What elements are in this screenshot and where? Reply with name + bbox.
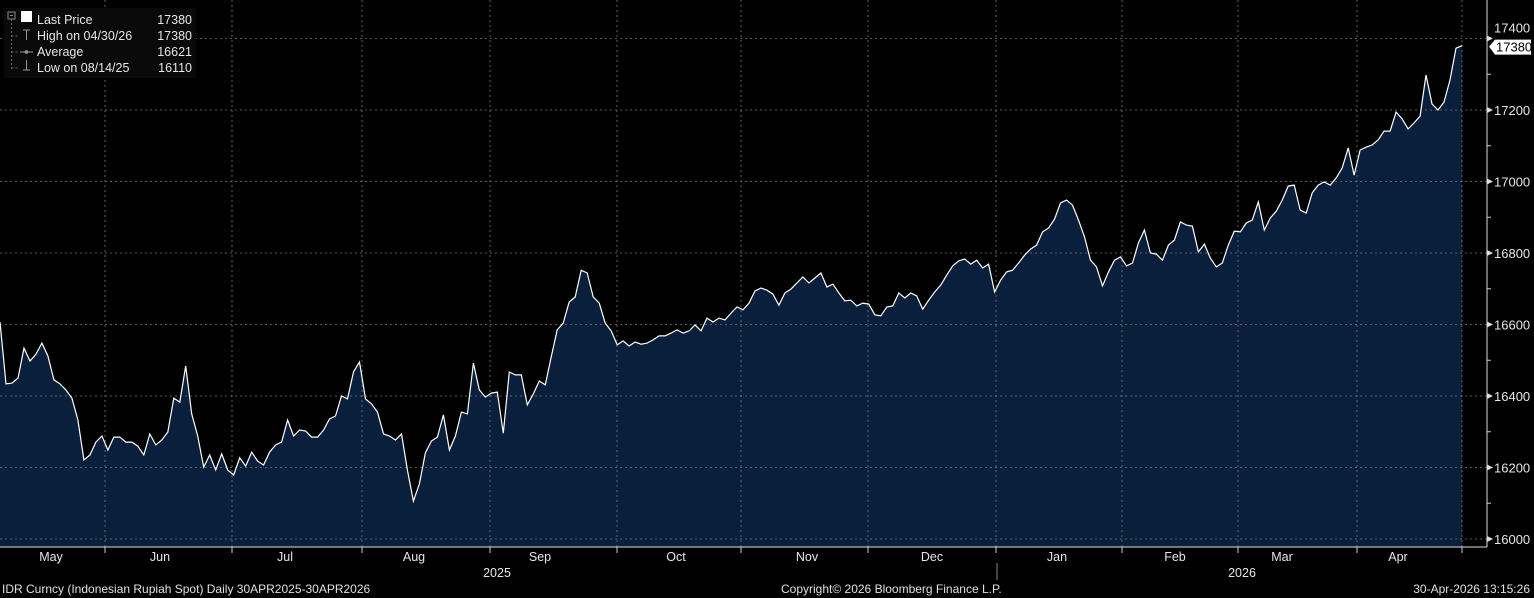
footer-timestamp: 30-Apr-2026 13:15:26 [1413,582,1530,596]
y-tick [1487,321,1493,328]
y-tick [1487,393,1493,399]
legend-label: Average [37,45,84,59]
footer-copyright: Copyright© 2026 Bloomberg Finance L.P. [781,582,1002,596]
y-tick [1487,107,1493,113]
legend: Last Price 17380 High on 04/30/26 17380 Av… [4,8,196,78]
x-tick-label: Dec [921,550,943,564]
y-tick-label: 16400 [1494,389,1530,404]
legend-label: High on 04/30/26 [37,29,133,43]
legend-low: Low on 08/14/25 16110 [37,60,192,76]
last-price-label: 17380 [1496,40,1532,55]
legend-label: Last Price [37,13,93,27]
legend-label: Low on 08/14/25 [37,61,130,75]
x-tick-label: May [39,550,63,564]
y-tick-label: 16600 [1494,318,1530,333]
x-tick-label: Sep [529,550,551,564]
legend-high: High on 04/30/26 17380 [37,28,192,44]
year-label: 2026 [1228,566,1256,580]
x-tick-label: Jul [277,550,293,564]
price-line [0,45,1463,504]
x-tick-label: Jan [1047,550,1067,564]
x-tick-label: Mar [1271,550,1293,564]
y-tick-label: 17000 [1494,175,1530,190]
y-tick [1487,536,1493,542]
x-tick-label: Nov [796,550,819,564]
footer-ticker: IDR Curncy (Indonesian Rupiah Spot) Dail… [2,582,371,596]
y-tick [1487,250,1493,256]
y-tick [1487,35,1493,42]
legend-tree-icon [7,11,33,71]
last-price-marker [1489,39,1531,55]
price-area [0,45,1462,547]
legend-value: 16110 [158,61,192,75]
y-tick [1487,464,1493,471]
y-tick-label: 17400 [1494,21,1530,36]
x-tick-label: Apr [1388,550,1407,564]
x-tick-label: Oct [666,550,686,564]
x-tick-label: Jun [150,550,170,564]
x-tick-label: Feb [1164,550,1186,564]
y-tick-label: 17200 [1494,103,1530,118]
y-tick-label: 16000 [1494,532,1530,547]
legend-value: 17380 [157,13,192,27]
year-label: 2025 [483,566,511,580]
y-tick-label: 16800 [1494,246,1530,261]
legend-value: 16621 [157,45,192,59]
x-tick-label: Aug [403,550,425,564]
y-tick [1487,178,1493,185]
legend-last-price: Last Price 17380 [37,12,192,28]
legend-average: Average 16621 [37,44,192,60]
y-tick-label: 16200 [1494,461,1530,476]
legend-value: 17380 [157,29,192,43]
